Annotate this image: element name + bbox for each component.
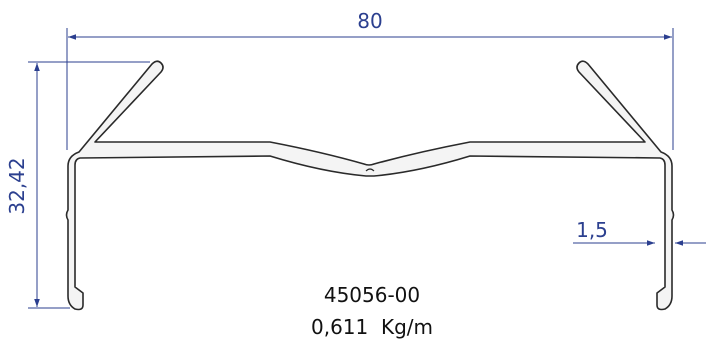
height-dimension-label: 32,42	[5, 157, 29, 214]
width-dimension: 80	[66, 9, 674, 150]
part-info: 45056-00 0,611 Kg/m	[311, 283, 433, 339]
thickness-dimension: 1,5	[573, 218, 706, 246]
center-groove	[365, 168, 375, 172]
width-dimension-label: 80	[357, 9, 382, 33]
profile-outline	[65, 60, 675, 311]
height-dimension: 32,42	[5, 61, 150, 309]
thickness-dimension-label: 1,5	[576, 218, 608, 242]
part-number: 45056-00	[324, 283, 420, 307]
aluminum-profile	[65, 60, 675, 311]
weight-per-meter: 0,611 Kg/m	[311, 315, 433, 339]
